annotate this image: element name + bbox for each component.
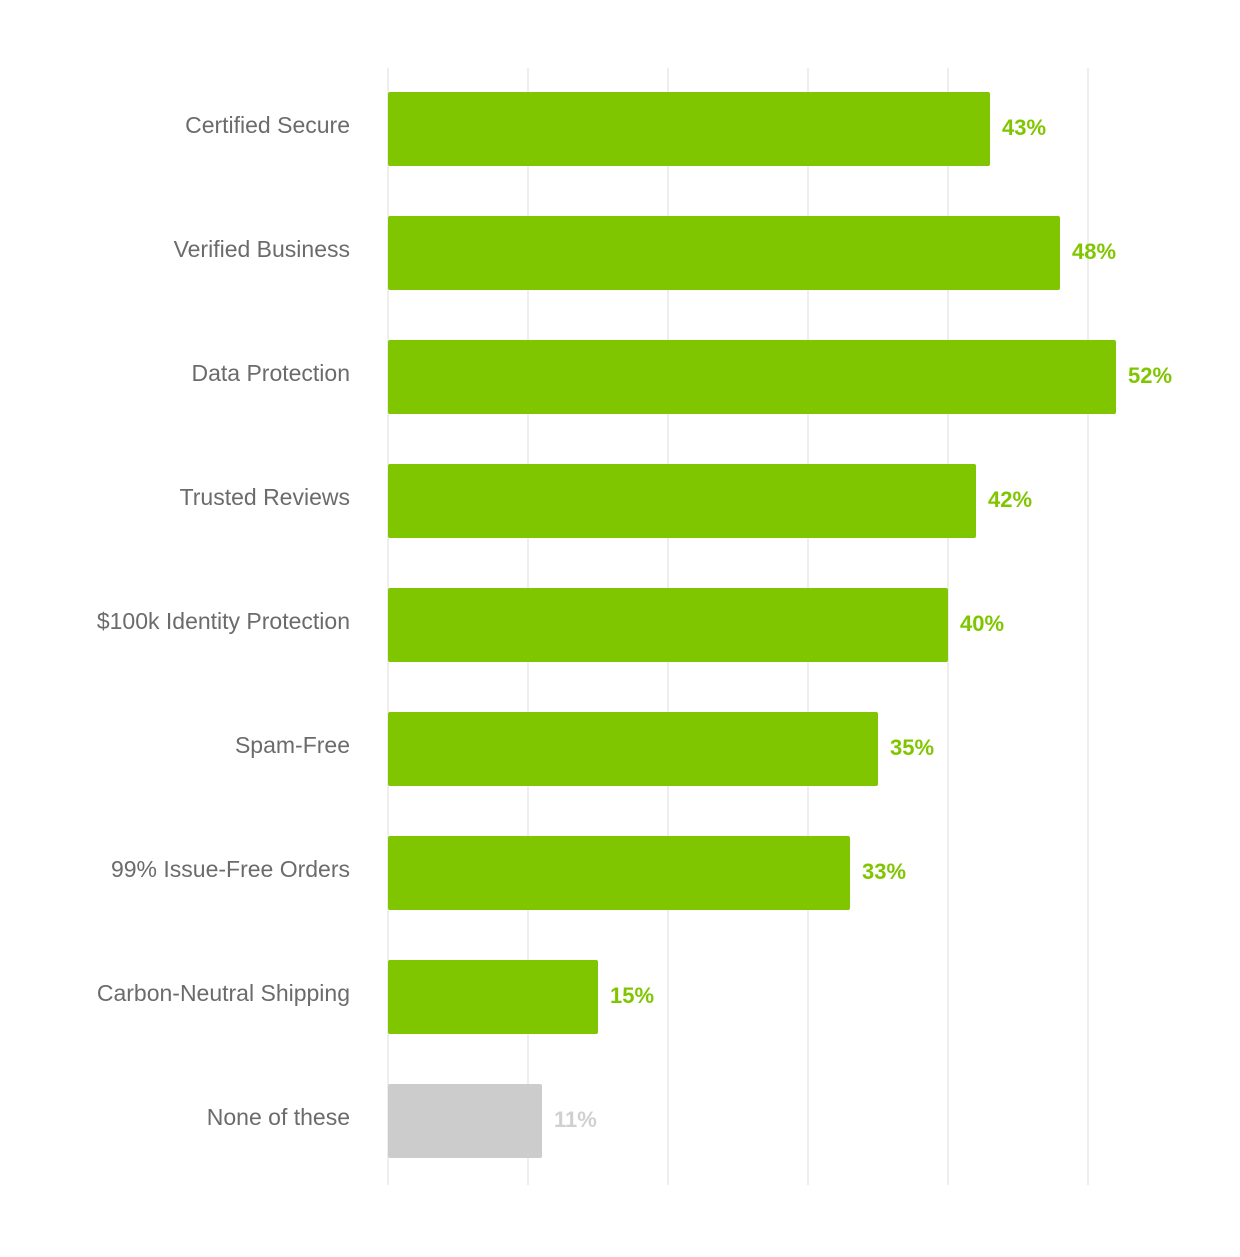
bar xyxy=(388,712,878,786)
category-label: 99% Issue-Free Orders xyxy=(111,856,350,882)
category-label: Trusted Reviews xyxy=(180,484,350,510)
category-label: Certified Secure xyxy=(185,112,350,138)
bar xyxy=(388,216,1060,290)
category-label: Verified Business xyxy=(174,236,350,262)
value-label: 52% xyxy=(1128,363,1172,388)
category-label: Carbon-Neutral Shipping xyxy=(97,980,350,1006)
bar xyxy=(388,92,990,166)
bar xyxy=(388,588,948,662)
value-label: 48% xyxy=(1072,239,1116,264)
category-label: Spam-Free xyxy=(235,732,350,758)
bar xyxy=(388,464,976,538)
bar xyxy=(388,836,850,910)
value-label: 43% xyxy=(1002,115,1046,140)
category-label: None of these xyxy=(207,1104,350,1130)
bar xyxy=(388,340,1116,414)
bar xyxy=(388,1084,542,1158)
value-label: 35% xyxy=(890,735,934,760)
bar xyxy=(388,960,598,1034)
value-label: 15% xyxy=(610,983,654,1008)
category-label: Data Protection xyxy=(191,360,350,386)
bar-layer xyxy=(388,92,1116,1158)
value-label: 11% xyxy=(554,1107,597,1132)
value-label: 42% xyxy=(988,487,1032,512)
category-label: $100k Identity Protection xyxy=(97,608,350,634)
value-label: 40% xyxy=(960,611,1004,636)
value-label: 33% xyxy=(862,859,906,884)
label-layer: Certified Secure 43% Verified Business 48% D… xyxy=(97,112,1172,1132)
